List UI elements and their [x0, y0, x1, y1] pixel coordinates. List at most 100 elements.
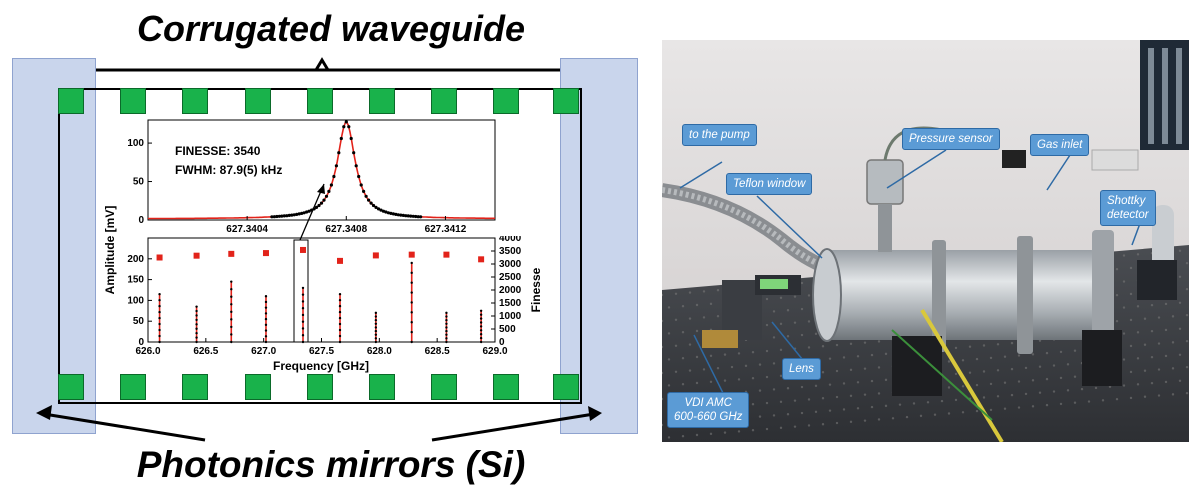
data-point — [369, 201, 373, 205]
resonance-data-point — [410, 311, 413, 314]
table-hole — [975, 383, 979, 387]
table-hole — [765, 401, 769, 405]
table-hole — [751, 377, 755, 380]
table-hole — [975, 357, 979, 361]
data-point — [394, 212, 398, 216]
table-hole — [1059, 402, 1063, 406]
table-hole — [695, 329, 699, 333]
table-hole — [821, 423, 825, 426]
data-point — [419, 215, 423, 219]
table-hole — [1122, 306, 1126, 309]
table-hole — [1010, 341, 1014, 345]
corrugation-cell — [493, 374, 519, 400]
resonance-data-point — [445, 311, 448, 315]
callout-pressure-sensor: Pressure sensor — [902, 128, 1000, 150]
table-hole — [800, 307, 804, 311]
table-hole — [996, 369, 1000, 372]
table-hole — [828, 357, 832, 360]
table-hole — [751, 351, 755, 354]
table-hole — [779, 426, 783, 430]
table-hole — [1115, 397, 1119, 401]
table-hole — [1129, 266, 1133, 270]
resonance-data-point — [301, 286, 305, 290]
bottom-x-axis-label: Frequency [GHz] — [273, 359, 369, 373]
table-hole — [1150, 381, 1154, 385]
resonance-data-point — [230, 325, 233, 329]
x-tick-label: 628.0 — [367, 346, 392, 357]
finesse-point — [443, 251, 450, 258]
resonance-data-point — [230, 340, 233, 344]
data-point — [349, 136, 353, 141]
table-hole — [856, 381, 860, 384]
data-point — [396, 213, 400, 217]
table-hole — [681, 305, 685, 308]
table-hole — [814, 384, 818, 388]
table-hole — [1122, 280, 1126, 283]
table-hole — [751, 403, 755, 406]
table-hole — [989, 408, 993, 412]
table-hole — [779, 322, 783, 326]
resonance-data-point — [479, 340, 483, 344]
resonance-data-point — [445, 318, 448, 322]
data-point — [285, 214, 289, 218]
table-hole — [863, 419, 867, 422]
table-hole — [849, 394, 853, 398]
data-point — [376, 207, 381, 211]
table-hole — [723, 379, 727, 382]
resonance-data-point — [195, 305, 198, 308]
resonance-data-point — [479, 321, 483, 324]
table-hole — [1073, 375, 1077, 378]
table-hole — [968, 345, 972, 348]
table-hole — [772, 310, 776, 313]
table-hole — [1129, 344, 1133, 348]
table-hole — [662, 423, 664, 427]
data-point — [411, 214, 415, 218]
finesse-point — [408, 251, 415, 258]
resonance-data-point — [338, 340, 342, 344]
table-hole — [716, 367, 720, 370]
vdi-line2: 600-660 GHz — [674, 411, 743, 423]
data-point — [324, 194, 329, 198]
data-point — [364, 194, 368, 198]
resonance-data-point — [479, 325, 483, 328]
table-hole — [975, 409, 979, 413]
data-point — [406, 214, 410, 218]
y-right-tick-label: 1000 — [499, 311, 522, 322]
table-hole — [702, 290, 706, 293]
table-hole — [800, 333, 804, 337]
table-hole — [807, 346, 811, 349]
data-point — [334, 164, 338, 168]
table-hole — [1031, 405, 1035, 408]
table-hole — [751, 429, 755, 432]
table-hole — [786, 309, 790, 312]
data-point — [272, 215, 276, 219]
mirrors-caption: Photonics mirrors (Si) — [136, 444, 526, 485]
data-point — [292, 213, 296, 217]
table-hole — [828, 383, 832, 386]
resonance-data-point — [230, 303, 233, 306]
table-hole — [1129, 370, 1133, 374]
y-tick-label: 100 — [127, 138, 144, 149]
table-hole — [954, 372, 958, 376]
resonance-data-point — [301, 293, 305, 296]
table-hole — [1178, 353, 1182, 356]
table-hole — [968, 371, 972, 374]
resonance-data-point — [338, 328, 342, 332]
table-hole — [744, 364, 748, 368]
table-hole — [786, 387, 790, 390]
callout-lens: Lens — [782, 358, 821, 380]
table-hole — [667, 436, 671, 439]
data-point — [332, 174, 336, 179]
table-hole — [793, 425, 797, 428]
data-point — [327, 189, 331, 193]
table-hole — [807, 424, 811, 427]
table-hole — [709, 354, 713, 358]
corrugation-cell — [182, 88, 208, 114]
table-hole — [1143, 343, 1147, 346]
table-hole — [667, 332, 671, 335]
table-hole — [1045, 377, 1049, 381]
corrugation-cell — [431, 374, 457, 400]
table-hole — [1136, 253, 1140, 256]
resonance-data-point — [264, 295, 268, 298]
table-hole — [933, 413, 937, 416]
